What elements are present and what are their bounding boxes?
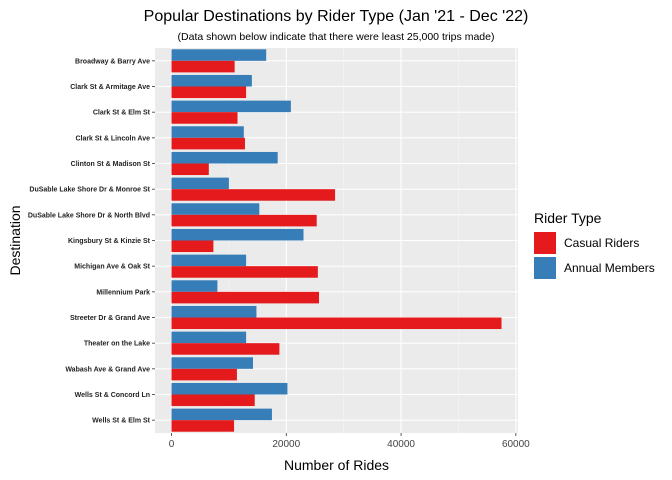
legend: Rider Type Casual Riders Annual Members (534, 210, 655, 279)
y-axis-title: Destination (7, 205, 23, 275)
y-tick-label: Streeter Dr & Grand Ave (70, 315, 150, 322)
bar-casual-riders (171, 163, 209, 176)
bar-casual-riders (171, 189, 336, 201)
bar-casual-riders (171, 214, 317, 227)
x-tick-label: 0 (169, 439, 175, 450)
bar-annual-members (171, 254, 247, 267)
y-tick-label: Michigan Ave & Oak St (74, 264, 150, 271)
x-tick-label: 40000 (387, 439, 415, 450)
bar-casual-riders (171, 60, 235, 73)
bar-casual-riders (171, 137, 245, 150)
bar-casual-riders (171, 266, 318, 278)
bar-casual-riders (171, 240, 214, 253)
chart-subtitle: (Data shown below indicate that there we… (177, 31, 495, 43)
bar-annual-members (171, 408, 272, 421)
y-tick-label: Clark St & Lincoln Ave (75, 135, 150, 142)
y-tick-label: Wells St & Concord Ln (75, 392, 150, 399)
bar-annual-members (171, 382, 288, 395)
bar-annual-members (171, 228, 304, 241)
bar-casual-riders (171, 394, 255, 407)
y-tick-label: Millennium Park (96, 289, 150, 296)
bar-annual-members (171, 203, 260, 215)
bar-annual-members (171, 126, 244, 138)
bar-casual-riders (171, 86, 247, 99)
legend-swatch (534, 257, 556, 279)
legend-swatch (534, 232, 556, 254)
legend-label: Annual Members (564, 261, 655, 275)
x-tick-label: 20000 (272, 439, 300, 450)
legend-label: Casual Riders (564, 236, 639, 250)
x-axis-title: Number of Rides (284, 457, 389, 473)
bar-annual-members (171, 177, 229, 190)
bar-casual-riders (171, 317, 502, 330)
legend-title: Rider Type (534, 210, 602, 226)
chart-title: Popular Destinations by Rider Type (Jan … (143, 8, 529, 25)
bar-casual-riders (171, 368, 237, 381)
y-tick-label: Clinton St & Madison St (71, 161, 151, 168)
y-tick-label: DuSable Lake Shore Dr & North Blvd (28, 212, 150, 219)
bar-annual-members (171, 74, 252, 87)
y-tick-label: DuSable Lake Shore Dr & Monroe St (29, 187, 150, 194)
y-tick-label: Kingsbury St & Kinzie St (68, 238, 151, 245)
bar-casual-riders (171, 420, 235, 432)
bar-annual-members (171, 357, 253, 369)
bar-annual-members (171, 305, 257, 318)
y-tick-label: Wells St & Elm St (92, 418, 150, 425)
y-tick-label: Clark St & Armitage Ave (70, 84, 150, 91)
bar-annual-members (171, 280, 218, 292)
y-tick-label: Wabash Ave & Grand Ave (65, 366, 150, 373)
y-tick-label: Clark St & Elm St (93, 110, 151, 117)
bar-annual-members (171, 331, 247, 344)
bar-annual-members (171, 49, 267, 61)
bar-casual-riders (171, 343, 280, 355)
x-tick-label: 60000 (502, 439, 530, 450)
bar-annual-members (171, 100, 291, 113)
bar-casual-riders (171, 291, 319, 304)
y-tick-label: Theater on the Lake (84, 341, 150, 348)
bar-annual-members (171, 151, 278, 164)
y-tick-label: Broadway & Barry Ave (75, 58, 150, 65)
bar-casual-riders (171, 112, 238, 124)
